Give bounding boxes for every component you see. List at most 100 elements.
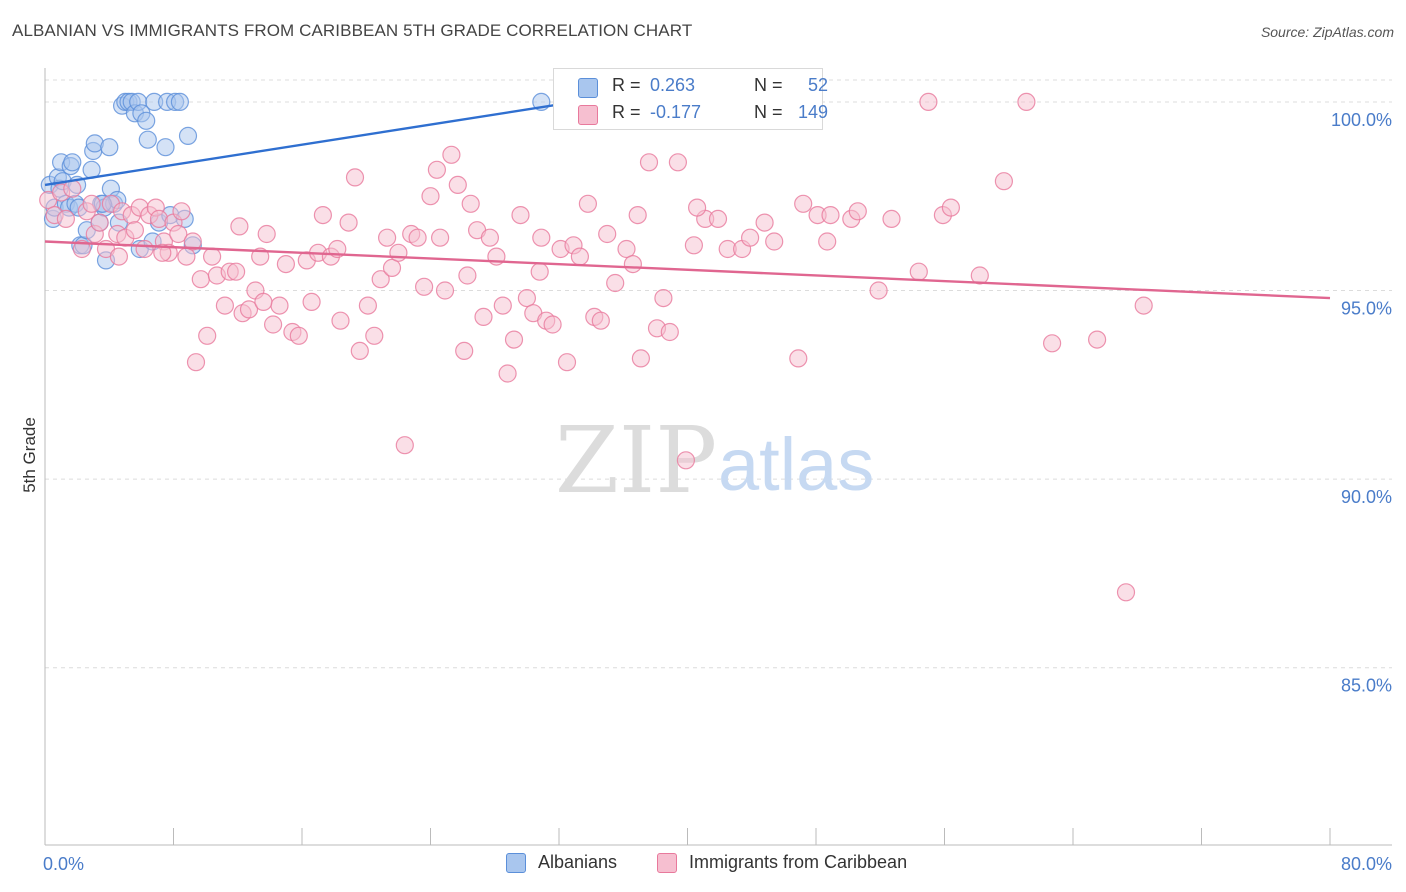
caribbean-point bbox=[687, 198, 707, 217]
caribbean-point bbox=[331, 311, 350, 330]
caribbean-point bbox=[821, 206, 840, 225]
caribbean-point bbox=[598, 224, 617, 244]
caribbean-point bbox=[177, 247, 196, 266]
caribbean-point bbox=[994, 172, 1014, 191]
caribbean-point bbox=[276, 255, 295, 274]
caribbean-point bbox=[215, 296, 234, 315]
source-label: Source: ZipAtlas.com bbox=[1260, 24, 1394, 40]
y-tick-label: 85.0% bbox=[1341, 676, 1392, 696]
trend-lines bbox=[44, 100, 1331, 300]
caribbean-point bbox=[504, 330, 524, 349]
caribbean-point bbox=[408, 228, 427, 247]
caribbean-point bbox=[82, 194, 101, 213]
caribbean-point bbox=[631, 349, 651, 368]
legend-label-caribbean: Immigrants from Caribbean bbox=[689, 852, 908, 872]
x-tick-label-min: 0.0% bbox=[43, 854, 84, 874]
albanians-trend-line bbox=[44, 100, 576, 187]
data-points bbox=[39, 92, 1153, 602]
caribbean-point bbox=[72, 239, 92, 259]
caribbean-point bbox=[169, 224, 188, 244]
caribbean-point bbox=[708, 209, 728, 228]
caribbean-point bbox=[882, 209, 901, 228]
n-value: 52 bbox=[807, 75, 828, 95]
caribbean-point bbox=[789, 349, 808, 368]
albanians-point bbox=[63, 153, 82, 172]
legend-swatch-albanians bbox=[506, 852, 526, 873]
caribbean-point bbox=[183, 232, 202, 251]
caribbean-point bbox=[313, 206, 332, 225]
caribbean-point bbox=[1017, 92, 1036, 112]
r-value: 0.263 bbox=[650, 75, 696, 95]
y-tick-labels: 85.0% 90.0% 95.0% 100.0% bbox=[1331, 110, 1392, 696]
legend-item-albanians[interactable]: Albanians bbox=[506, 852, 617, 873]
caribbean-point bbox=[606, 273, 625, 293]
caribbean-point bbox=[203, 247, 222, 266]
albanians-point bbox=[138, 130, 157, 149]
n-label: N = bbox=[754, 75, 783, 95]
caribbean-point bbox=[941, 198, 961, 217]
caribbean-point bbox=[970, 266, 989, 285]
caribbean-point bbox=[191, 270, 210, 289]
caribbean-point bbox=[578, 194, 598, 213]
caribbean-point bbox=[493, 296, 512, 315]
x-tick-label-max: 80.0% bbox=[1341, 854, 1392, 874]
y-tick-label: 95.0% bbox=[1341, 299, 1392, 319]
caribbean-point bbox=[371, 270, 390, 289]
caribbean-point bbox=[498, 364, 517, 383]
caribbean-point bbox=[289, 326, 308, 345]
albanians-point bbox=[100, 138, 119, 157]
caribbean-point bbox=[350, 341, 369, 360]
caribbean-point bbox=[264, 315, 283, 334]
y-tick-label: 90.0% bbox=[1341, 487, 1392, 507]
caribbean-point bbox=[270, 296, 289, 315]
caribbean-point bbox=[458, 266, 477, 285]
caribbean-point bbox=[909, 262, 928, 281]
caribbean-point bbox=[257, 224, 276, 244]
caribbean-point bbox=[1116, 583, 1136, 602]
caribbean-point bbox=[448, 175, 467, 194]
caribbean-point bbox=[755, 213, 774, 232]
caribbean-point bbox=[740, 228, 760, 247]
r-label: R = bbox=[612, 102, 641, 122]
caribbean-point bbox=[919, 92, 938, 112]
caribbean-point bbox=[676, 451, 696, 470]
caribbean-point bbox=[765, 232, 784, 251]
n-label: N = bbox=[754, 102, 783, 122]
albanians-point bbox=[178, 126, 198, 145]
legend-label-albanians: Albanians bbox=[538, 852, 618, 872]
stats-box: R = 0.263 N = 52 R = -0.177 N = 149 bbox=[553, 68, 828, 130]
caribbean-point bbox=[125, 221, 144, 240]
albanians-swatch bbox=[578, 78, 598, 98]
caribbean-point bbox=[254, 292, 273, 311]
caribbean-point bbox=[532, 228, 551, 247]
caribbean-trend-line bbox=[44, 240, 1331, 300]
chart-title: ALBANIAN VS IMMIGRANTS FROM CARIBBEAN 5T… bbox=[12, 21, 693, 40]
caribbean-point bbox=[56, 209, 76, 228]
caribbean-point bbox=[227, 262, 246, 281]
caribbean-point bbox=[461, 194, 480, 213]
caribbean-point bbox=[455, 341, 474, 360]
caribbean-point bbox=[378, 228, 397, 247]
caribbean-point bbox=[654, 289, 673, 308]
caribbean-point bbox=[421, 187, 440, 206]
caribbean-point bbox=[382, 258, 402, 277]
caribbean-point bbox=[90, 213, 109, 232]
caribbean-point bbox=[198, 326, 217, 345]
caribbean-point bbox=[517, 289, 537, 308]
caribbean-point bbox=[153, 243, 172, 262]
caribbean-point bbox=[623, 255, 643, 274]
caribbean-swatch bbox=[578, 105, 598, 125]
caribbean-point bbox=[511, 206, 530, 225]
caribbean-point bbox=[415, 277, 434, 296]
legend-item-caribbean[interactable]: Immigrants from Caribbean bbox=[657, 852, 907, 873]
caribbean-point bbox=[302, 292, 321, 311]
caribbean-point bbox=[684, 236, 704, 255]
caribbean-point bbox=[435, 281, 455, 300]
caribbean-point bbox=[639, 153, 659, 172]
caribbean-point bbox=[345, 168, 365, 187]
caribbean-point bbox=[442, 145, 461, 164]
caribbean-point bbox=[628, 206, 647, 225]
caribbean-point bbox=[186, 353, 206, 372]
caribbean-point bbox=[1087, 330, 1107, 349]
